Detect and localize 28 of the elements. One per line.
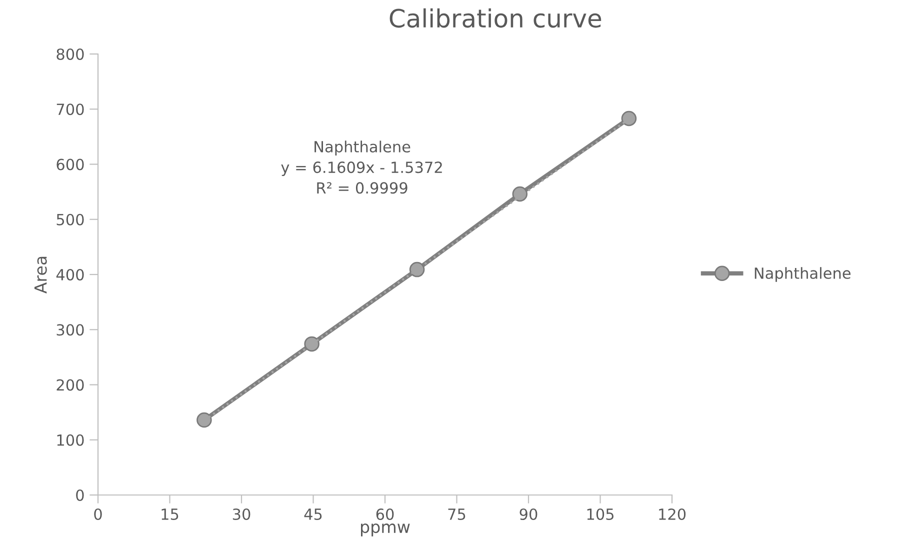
chart-title: Calibration curve [390,8,602,28]
x-tick-label: 90 [520,508,538,520]
y-tick-label: 800 [56,48,84,60]
point [512,186,528,202]
x-tick-label: 120 [659,508,686,520]
y-axis-title: Area [34,256,47,294]
x-tick-label: 30 [232,508,250,520]
y-tick-label: 300 [56,324,84,336]
x-tick-label: 75 [448,508,466,520]
point [621,110,637,126]
x-tick-label: 45 [304,508,322,520]
y-tick-label: 200 [56,379,84,391]
y-tick-label: 400 [56,268,84,281]
legend-label: Naphthalene [754,267,851,282]
y-tick-label: 500 [56,214,84,226]
y-tick-label: 700 [56,104,84,116]
x-tick-label: 15 [162,508,178,520]
y-tick-label: 600 [56,158,84,170]
point [304,336,320,352]
point [409,262,425,278]
annotation: Naphthalene y = 6.1609x - 1.5372 R² = 0.9999 [281,140,442,194]
y-tick-label: 0 [76,489,84,502]
x-axis-title: ppmw [361,524,410,536]
x-tick-label: 105 [587,508,614,520]
x-tick-label: 0 [94,508,102,520]
y-tick-label: 100 [57,434,84,446]
x-tick-label: 60 [376,508,394,520]
point [196,412,212,428]
